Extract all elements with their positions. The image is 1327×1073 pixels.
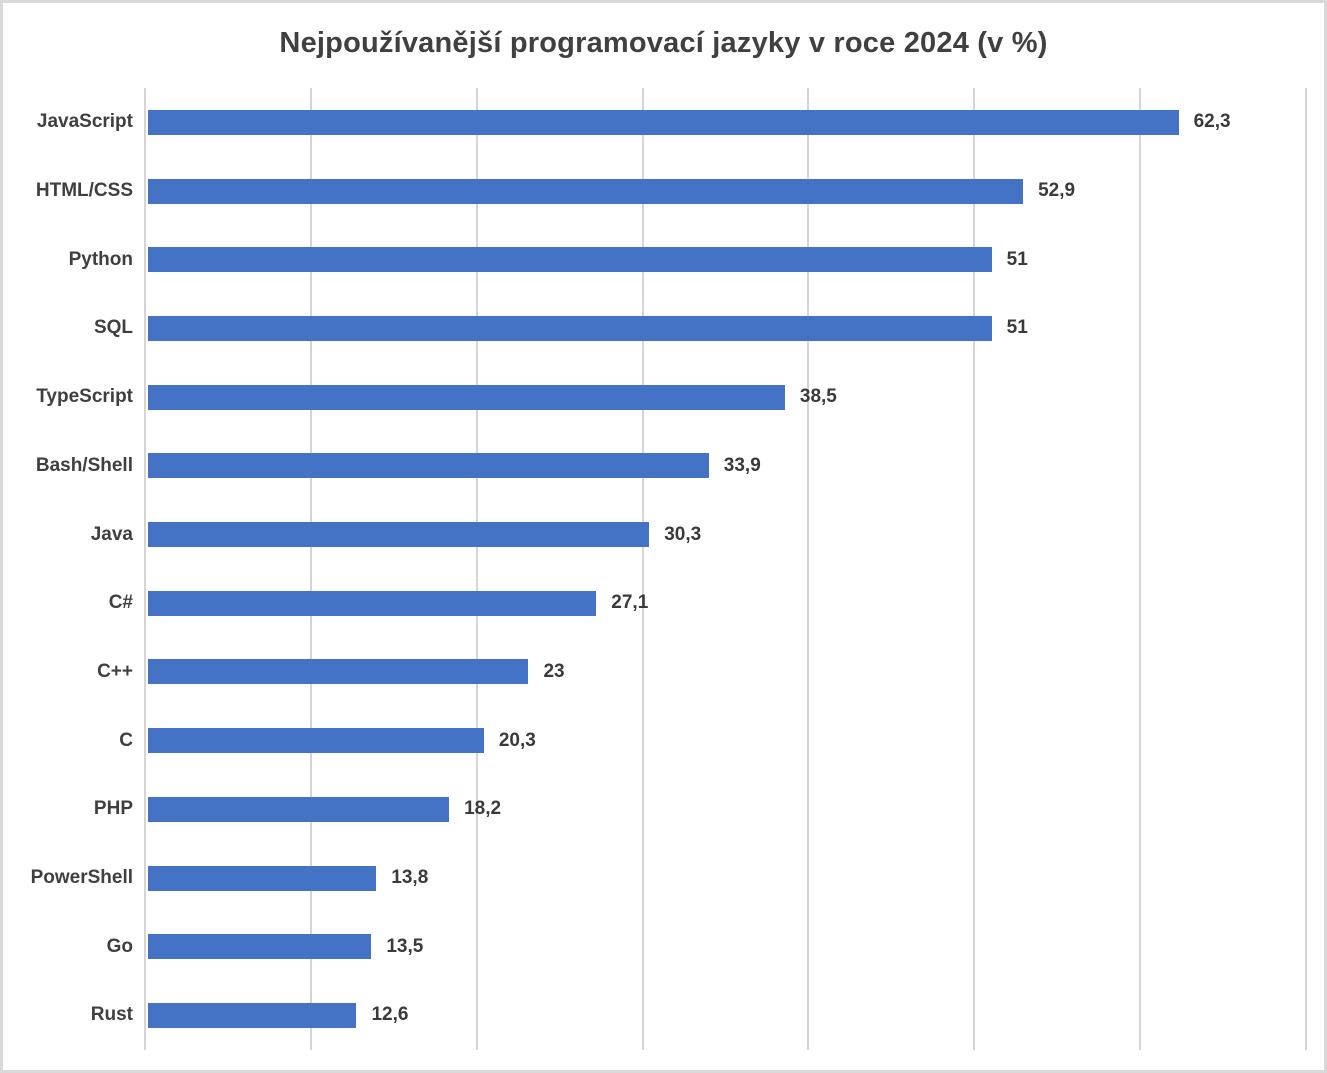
- category-label: PHP: [93, 798, 133, 820]
- gridline: [475, 88, 478, 1050]
- category-label: TypeScript: [36, 386, 133, 408]
- value-label: 12,6: [371, 1004, 409, 1026]
- gridline: [309, 88, 312, 1050]
- bar: [148, 522, 650, 548]
- bar: [148, 178, 1024, 204]
- gridline: [973, 88, 976, 1050]
- value-label: 38,5: [799, 386, 837, 408]
- bar-row: PowerShell 13,8: [31, 844, 1306, 913]
- category-label: HTML/CSS: [35, 180, 133, 202]
- category-label: C: [119, 729, 133, 751]
- category-label: C#: [108, 592, 133, 614]
- bar: [148, 865, 377, 891]
- category-label: Rust: [90, 1004, 133, 1026]
- bar-row: TypeScript 38,5: [36, 363, 1306, 432]
- bar-row: C# 27,1: [109, 569, 1306, 638]
- value-label: 30,3: [664, 523, 702, 545]
- gridline: [1139, 88, 1142, 1050]
- value-label: 27,1: [611, 592, 649, 614]
- bar: [148, 109, 1179, 135]
- value-label: 52,9: [1038, 180, 1076, 202]
- value-label: 13,8: [391, 867, 429, 889]
- value-label: 23: [543, 660, 565, 682]
- bar: [148, 315, 992, 341]
- category-label: Python: [68, 248, 133, 270]
- bar-rows: JavaScript 62,3 HTML/CSS 52,9 Python 51 SQL 51 T…: [31, 88, 1306, 1050]
- value-label: 20,3: [498, 729, 536, 751]
- bar: [148, 1002, 357, 1028]
- category-label: JavaScript: [36, 111, 133, 133]
- gridline: [807, 88, 810, 1050]
- value-label: 13,5: [386, 935, 424, 957]
- bar-row: Bash/Shell 33,9: [36, 432, 1306, 501]
- bar: [148, 453, 709, 479]
- category-label: Bash/Shell: [35, 454, 133, 476]
- bar-row: SQL 51: [94, 294, 1306, 363]
- category-label: Java: [90, 523, 133, 545]
- bar-row: JavaScript 62,3: [37, 88, 1306, 157]
- value-label: 51: [1006, 317, 1028, 339]
- bar: [148, 796, 450, 822]
- value-label: 18,2: [464, 798, 502, 820]
- bar: [148, 728, 484, 754]
- bar: [148, 934, 372, 960]
- bar-row: Rust 12,6: [91, 981, 1306, 1050]
- bar: [148, 247, 992, 273]
- plot-area: JavaScript 62,3 HTML/CSS 52,9 Python 51 SQL 51 T…: [31, 88, 1307, 1050]
- category-label: SQL: [93, 317, 133, 339]
- bar-row: Python 51: [69, 225, 1306, 294]
- value-label: 51: [1006, 248, 1028, 270]
- value-label: 33,9: [723, 454, 761, 476]
- bar-row: PHP 18,2: [94, 775, 1306, 844]
- chart-title: Nejpoužívanější programovací jazyky v ro…: [279, 27, 1048, 59]
- bar-row: Go 13,5: [107, 912, 1306, 981]
- value-label: 62,3: [1193, 111, 1231, 133]
- bar: [148, 659, 529, 685]
- gridline: [641, 88, 644, 1050]
- category-label: PowerShell: [30, 867, 133, 889]
- bar-row: C 20,3: [119, 706, 1306, 775]
- bar: [148, 384, 785, 410]
- bar: [148, 590, 597, 616]
- bar-row: Java 30,3: [91, 500, 1306, 569]
- gridline: [144, 88, 146, 1050]
- bar-row: HTML/CSS 52,9: [36, 157, 1306, 226]
- bar-row: C++ 23: [97, 638, 1306, 707]
- category-label: C++: [97, 660, 133, 682]
- gridline: [1305, 88, 1307, 1050]
- category-label: Go: [106, 935, 133, 957]
